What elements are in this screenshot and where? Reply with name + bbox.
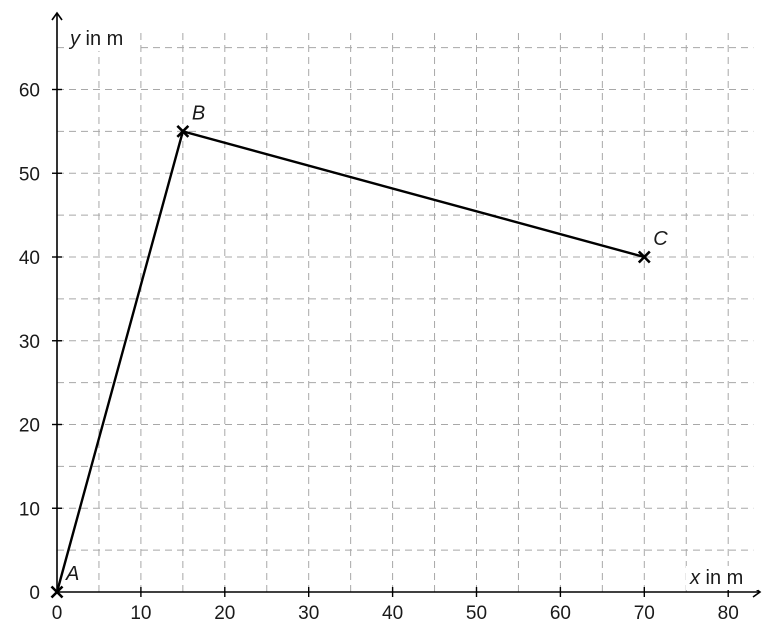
axes [51, 11, 762, 598]
x-tick-label: 30 [298, 603, 319, 624]
y-tick-label: 10 [19, 499, 40, 520]
x-tick-label: 60 [550, 603, 571, 624]
point-c: C [637, 228, 668, 264]
y-tick-label: 50 [19, 164, 40, 185]
point-label: A [65, 563, 79, 585]
point-marker [176, 124, 190, 138]
y-axis-var: y [68, 28, 81, 50]
x-tick-label: 50 [466, 603, 487, 624]
y-axis-title: y in m [66, 27, 138, 51]
point-label: B [192, 102, 205, 124]
svg-text:y in m: y in m [68, 28, 123, 50]
x-axis-var: x [689, 567, 701, 589]
point-a: A [50, 563, 79, 599]
x-axis-unit: in m [700, 567, 743, 589]
x-tick-label: 40 [382, 603, 403, 624]
x-axis-title: x in m [686, 566, 758, 590]
grid [57, 30, 754, 592]
y-tick-label: 30 [19, 332, 40, 353]
x-tick-label: 0 [52, 603, 63, 624]
y-tick-label: 40 [19, 248, 40, 269]
x-tick-label: 10 [130, 603, 151, 624]
x-tick-label: 70 [634, 603, 655, 624]
tick-labels: 0 10 20 30 40 50 60 70 80 10 20 30 40 50 60 [19, 81, 739, 625]
y-tick-label: 20 [19, 416, 40, 437]
point-label: C [653, 228, 668, 250]
x-tick-label: 80 [718, 603, 739, 624]
point-marker [50, 585, 64, 599]
x-tick-label: 20 [214, 603, 235, 624]
points: A B C [50, 102, 668, 599]
svg-text:x in m: x in m [689, 567, 743, 589]
y-tick-label: 60 [19, 81, 40, 102]
y-axis-arrow [51, 11, 63, 21]
y-axis-unit: in m [80, 28, 123, 50]
point-b: B [176, 102, 205, 138]
origin-tick-label: 0 [29, 583, 40, 604]
point-marker [637, 250, 651, 264]
